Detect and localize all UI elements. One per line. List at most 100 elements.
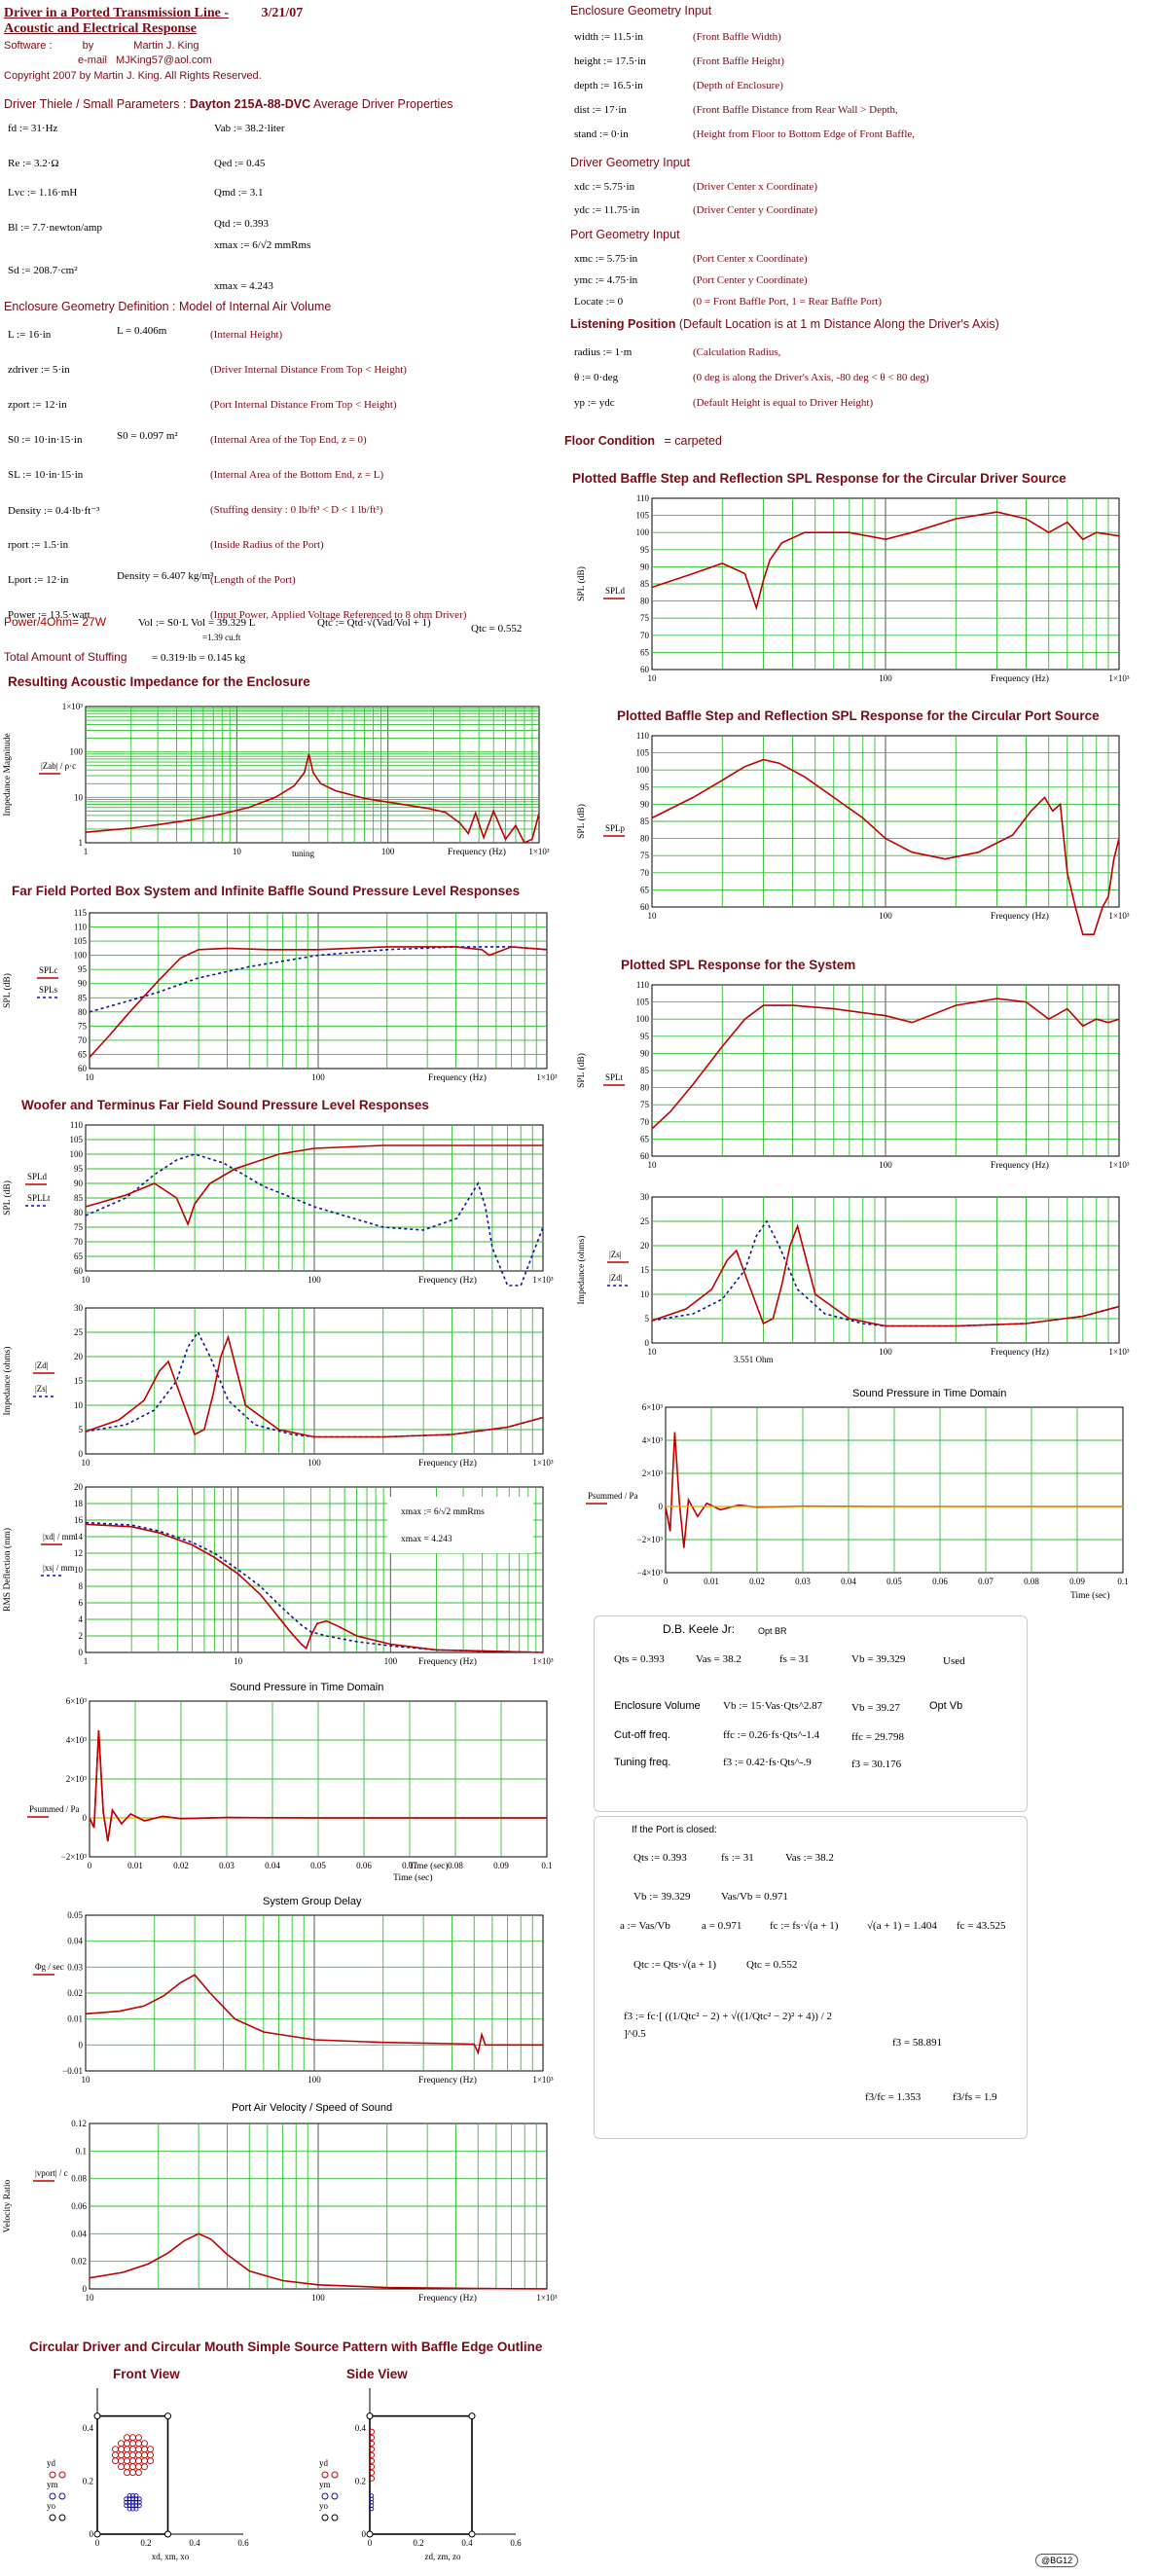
- legend-label: yd: [47, 2458, 56, 2468]
- y-tick-label: 10: [74, 1565, 84, 1575]
- chart-baffle-driver: 60 65 70 75 80 85 90 95 100 105 110 10 100 1×10³ Frequ…: [576, 493, 1130, 684]
- y-tick-label: 75: [640, 1100, 650, 1109]
- x-tick-label: 0.05: [310, 1861, 326, 1870]
- xmax-def: xmax := 6/√2 mmRms: [214, 239, 311, 251]
- x-tick-label: 1×10³: [532, 1275, 554, 1285]
- y-tick-label: 65: [74, 1252, 84, 1261]
- y-tick-label: 70: [640, 631, 650, 640]
- x-tick-label: 0: [95, 2538, 100, 2548]
- x-tick-label: 0.6: [510, 2538, 522, 2548]
- keele-tuning-label: Tuning freq.: [614, 1757, 671, 1768]
- footer-badge: @BG12: [1035, 2554, 1079, 2567]
- port-source-point: [124, 2499, 129, 2505]
- legend-marker: [49, 2471, 56, 2479]
- driver-source-point: [368, 2446, 376, 2452]
- y-tick-label: 80: [640, 1083, 650, 1093]
- series-line: [85, 1153, 544, 1287]
- keele-encl-label: Enclosure Volume: [614, 1700, 701, 1712]
- x-tick-label: 10: [82, 1275, 91, 1285]
- keele-vb: Vb = 39.329: [851, 1653, 906, 1665]
- y-tick-label: 0.02: [67, 1988, 83, 1998]
- y-tick-label: 75: [78, 1021, 88, 1031]
- y-tick-label: 60: [78, 1064, 88, 1073]
- driver-source-point: [124, 2446, 130, 2453]
- x-tick-label: 0.02: [173, 1861, 189, 1870]
- title-baffle-port: Plotted Baffle Step and Reflection SPL R…: [617, 708, 1100, 723]
- legend-label: SPLs: [39, 985, 58, 995]
- enclosure-row-result: S0 = 0.097 m²: [117, 430, 178, 442]
- enclosure-row-comment: (Stuffing density : 0 lb/ft³ < D < 1 lb/…: [210, 504, 383, 516]
- series-line: [651, 758, 1120, 935]
- y-axis-label: Impedance (ohms): [576, 1236, 587, 1305]
- keele-qts: Qts = 0.393: [614, 1653, 665, 1665]
- y-tick-label: 65: [640, 647, 650, 657]
- vol-line: Vol := S0·L Vol = 39.329 L: [138, 617, 256, 629]
- x-axis-label-2: Time (sec): [393, 1872, 433, 1883]
- x-tick-label: 0.05: [886, 1577, 902, 1586]
- x-tick-label: 100: [879, 1160, 892, 1170]
- driver-source-point: [124, 2440, 130, 2448]
- driver-geom-row-expr: xdc := 5.75·in: [574, 181, 635, 193]
- stuffing-val: = 0.319·lb = 0.145 kg: [152, 652, 246, 664]
- listening-row-expr: θ := 0·deg: [574, 372, 619, 383]
- keele-opt-vb: Opt Vb: [929, 1700, 963, 1712]
- qts-def: Qtd := 0.393: [214, 218, 270, 230]
- x-tick-label: 0.6: [237, 2538, 249, 2548]
- y-tick-label: −4×10³: [637, 1568, 664, 1578]
- x-tick-label: 10: [234, 1656, 243, 1666]
- y-tick-label: 15: [640, 1265, 650, 1275]
- y-tick-label: 0.2: [83, 2476, 93, 2485]
- y-tick-label: −2×10³: [637, 1535, 664, 1544]
- port-source-point: [124, 2503, 129, 2509]
- x-tick-label: 100: [879, 911, 892, 921]
- y-tick-label: 4: [79, 1615, 84, 1624]
- series-line: [85, 1974, 543, 2055]
- chart-baffle-port: 60 65 70 75 80 85 90 95 100 105 110 10 100 1×10³ Frequ…: [576, 731, 1130, 935]
- port-geom-row-expr: xmc := 5.75·in: [574, 253, 638, 265]
- enclosure-row-comment: (Port Internal Distance From Top < Heigh…: [210, 399, 397, 411]
- y-tick-label: 0: [362, 2529, 367, 2539]
- driver-source-point: [129, 2434, 136, 2442]
- view-area: [97, 2388, 243, 2534]
- xmax-note-bg: [387, 1497, 533, 1553]
- x-tick-label: 1: [84, 847, 89, 856]
- port-source-point: [127, 2493, 132, 2498]
- y-tick-label: 2×10³: [66, 1774, 88, 1784]
- driver-source-point: [368, 2475, 376, 2482]
- port-source-point: [136, 2503, 142, 2509]
- listening-row-comment: (Calculation Radius,: [693, 346, 781, 358]
- listening-row-comment: (Default Height is equal to Driver Heigh…: [693, 397, 874, 409]
- keele-vas: Vas = 38.2: [696, 1653, 741, 1665]
- legend-label: |Zs|: [609, 1250, 622, 1259]
- driver-source-point: [118, 2446, 125, 2453]
- plot-frame: [85, 706, 540, 844]
- series-line: [85, 1523, 544, 1653]
- y-tick-label: 100: [636, 1014, 650, 1024]
- y-tick-label: −0.01: [62, 2066, 83, 2076]
- x-tick-label: 10: [86, 1072, 95, 1082]
- corner-marker: [164, 2530, 171, 2538]
- title-sound-pressure-left: Sound Pressure in Time Domain: [230, 1682, 384, 1693]
- x-axis-label: Frequency (Hz): [418, 1458, 477, 1469]
- vol-cuft: =1.39 cu.ft: [202, 633, 241, 642]
- y-axis-label: Velocity Ratio: [3, 2179, 13, 2232]
- driver-source-point: [129, 2463, 136, 2471]
- enclosure-row-comment: (Inside Radius of the Port): [210, 539, 324, 551]
- x-tick-label: 10: [233, 847, 242, 856]
- port-geom-row-comment: (Port Center y Coordinate): [693, 274, 808, 286]
- qtc-val: Qtc = 0.552: [471, 623, 523, 635]
- tuning-label: tuning: [292, 849, 315, 858]
- series-line: [85, 753, 540, 845]
- corner-marker: [93, 2530, 101, 2538]
- enclosure-row-expr: S0 := 10·in·15·in: [8, 434, 83, 446]
- y-tick-label: 5: [645, 1314, 650, 1324]
- y-tick-label: 60: [640, 665, 650, 674]
- legend-marker: [49, 2492, 56, 2500]
- listening-row-expr: radius := 1·m: [574, 346, 633, 358]
- y-tick-label: 100: [70, 747, 84, 757]
- y-tick-label: 90: [78, 979, 88, 989]
- y-tick-label: 0.02: [71, 2257, 87, 2267]
- enclosure-row-comment: (Driver Internal Distance From Top < Hei…: [210, 364, 407, 376]
- y-tick-label: 60: [640, 1151, 650, 1161]
- y-tick-label: −2×10³: [61, 1852, 88, 1862]
